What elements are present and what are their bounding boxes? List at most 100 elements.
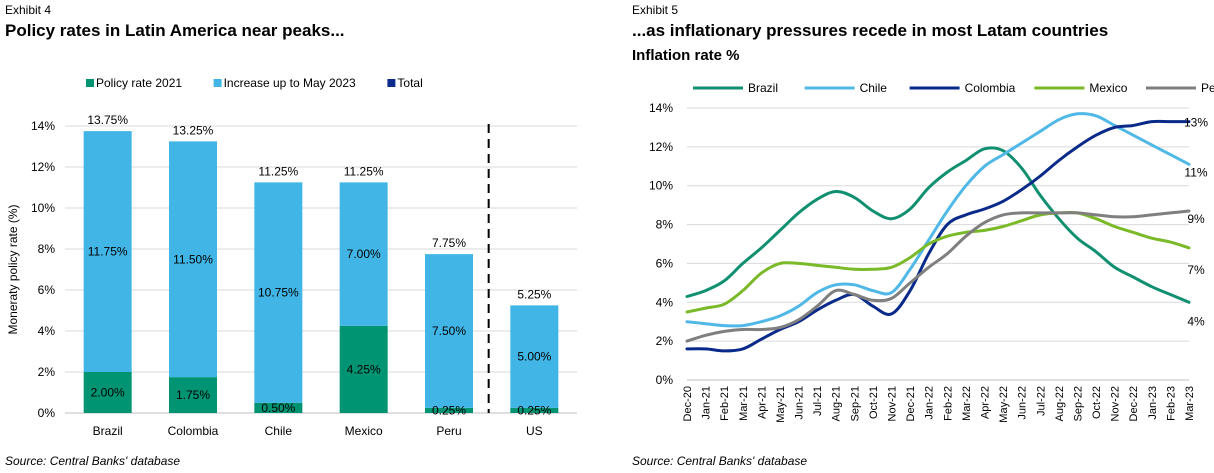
y-tick-label: 4% <box>38 324 56 338</box>
bar-increase-to-may-2023 <box>254 182 303 403</box>
y-tick-label: 12% <box>649 140 673 154</box>
data-label-policy-rate-2021: 0.25% <box>432 403 466 417</box>
x-tick-label: Jul-21 <box>812 386 824 416</box>
bar-policy-rate-2021 <box>510 407 559 413</box>
end-label-brazil: 4% <box>1187 314 1205 328</box>
inflation-line-chart: 0% 2% 4% 6% 8% 10% 12% 14% Dec-20 Jan-21 Feb-21 Mar… <box>649 81 1214 423</box>
y-tick-label: 2% <box>656 334 674 348</box>
bar-policy-rate-2021 <box>83 372 132 413</box>
x-tick-label: Sep-22 <box>1072 386 1084 421</box>
right-source-note: Source: Central Banks' database <box>632 454 808 468</box>
right-chart-title: ...as inflationary pressures recede in m… <box>632 21 1109 40</box>
x-tick-label: Jan-22 <box>924 386 936 420</box>
x-category-label: Peru <box>436 424 461 438</box>
x-tick-label: Jan-23 <box>1147 386 1159 420</box>
legend-swatch <box>86 79 94 87</box>
x-tick-label: Feb-21 <box>719 386 731 421</box>
left-chart-title: Policy rates in Latin America near peaks… <box>5 21 345 40</box>
x-tick-label: Nov-21 <box>887 386 899 421</box>
y-axis-label: Moneraty policy rate (%) <box>6 204 20 334</box>
x-tick-label: Feb-22 <box>942 386 954 421</box>
x-category-label: Mexico <box>345 424 383 438</box>
y-tick-label: 14% <box>31 119 55 133</box>
bar-policy-rate-2021 <box>169 377 217 413</box>
legend-label: Increase up to May 2023 <box>224 76 356 90</box>
series-line-mexico <box>685 210 1191 314</box>
y-tick-label: 12% <box>31 160 55 174</box>
bar-increase-to-may-2023 <box>169 141 217 378</box>
data-label-policy-rate-2021: 2.00% <box>91 386 125 400</box>
y-tick-label: 2% <box>38 365 56 379</box>
y-tick-label: 0% <box>38 406 56 420</box>
x-category-label: Colombia <box>168 424 219 438</box>
data-label-total: 7.75% <box>432 236 466 250</box>
legend-label: Brazil <box>748 81 778 95</box>
end-label-chile: 11% <box>1184 165 1207 179</box>
bar-increase-to-may-2023 <box>425 254 473 408</box>
x-tick-label: Sep-21 <box>849 386 861 421</box>
y-tick-label: 10% <box>31 201 55 215</box>
end-label-mexico: 7% <box>1187 263 1205 277</box>
x-tick-label: Oct-21 <box>868 386 880 419</box>
legend-label: Total <box>397 76 422 90</box>
x-tick-label: Nov-22 <box>1110 386 1122 421</box>
data-label-total: 13.75% <box>87 113 128 127</box>
data-label-total: 11.25% <box>258 164 298 178</box>
y-tick-label: 6% <box>656 256 674 270</box>
x-tick-label: Apr-21 <box>756 386 768 419</box>
data-label-policy-rate-2021: 1.75% <box>176 388 210 402</box>
x-tick-label: Jul-22 <box>1035 386 1047 416</box>
legend-swatch <box>213 79 222 87</box>
bar-increase-to-may-2023 <box>339 182 388 326</box>
data-label-policy-rate-2021: 0.50% <box>261 401 295 415</box>
legend-label: Chile <box>860 81 888 95</box>
y-tick-label: 6% <box>38 283 56 297</box>
data-label-total: 11.25% <box>344 164 384 178</box>
left-source-note: Source: Central Banks' database <box>5 454 181 468</box>
x-tick-label: Dec-22 <box>1128 386 1140 421</box>
x-category-label: Chile <box>265 424 293 438</box>
legend-label: Colombia <box>965 81 1016 95</box>
x-tick-label: Jan-21 <box>701 386 713 420</box>
data-label-increase: 7.00% <box>347 247 381 261</box>
right-exhibit-label: Exhibit 5 <box>632 3 679 17</box>
bar-increase-to-may-2023 <box>510 305 559 408</box>
bar-policy-rate-2021 <box>425 407 473 413</box>
x-tick-label: Jun-21 <box>794 386 806 420</box>
data-label-total: 13.25% <box>173 123 214 137</box>
x-tick-label: Dec-20 <box>682 386 694 421</box>
series-line-peru <box>685 209 1191 343</box>
x-category-label: Brazil <box>93 424 123 438</box>
data-label-increase: 10.75% <box>258 286 299 300</box>
x-tick-label: Aug-22 <box>1054 386 1066 421</box>
y-tick-label: 14% <box>649 101 673 115</box>
legend-label: Policy rate 2021 <box>96 76 182 90</box>
data-label-increase: 5.00% <box>517 350 551 364</box>
end-label-colombia: 13% <box>1184 116 1208 130</box>
bar-policy-rate-2021 <box>254 402 303 413</box>
x-tick-label: Mar-21 <box>738 386 750 421</box>
x-tick-label: May-21 <box>775 386 787 423</box>
data-label-increase: 7.50% <box>432 324 466 338</box>
end-label-peru: 9% <box>1187 212 1205 226</box>
data-label-policy-rate-2021: 4.25% <box>347 362 381 376</box>
legend-label: Peru <box>1201 81 1214 95</box>
x-tick-label: Oct-22 <box>1091 386 1103 419</box>
x-tick-label: Aug-21 <box>831 386 843 421</box>
data-label-increase: 11.50% <box>173 252 213 266</box>
y-tick-label: 10% <box>649 179 673 193</box>
x-tick-label: Jun-22 <box>1017 386 1029 420</box>
y-tick-label: 4% <box>656 295 674 309</box>
legend-swatch <box>387 79 396 87</box>
policy-rate-bar-chart: 0% 2% 4% 6% 8% 10% 12% 14% Moneraty policy rate … <box>6 76 577 438</box>
x-tick-label: Dec-21 <box>905 386 917 421</box>
x-tick-label: Apr-22 <box>979 386 991 419</box>
y-tick-label: 8% <box>656 218 674 232</box>
series-line-chile <box>685 112 1191 328</box>
left-exhibit-label: Exhibit 4 <box>5 3 52 17</box>
bar-policy-rate-2021 <box>339 325 388 413</box>
series-line-colombia <box>685 119 1191 353</box>
x-tick-label: Mar-23 <box>1184 386 1196 421</box>
data-label-increase: 11.75% <box>88 245 128 259</box>
data-label-total: 5.25% <box>517 287 551 301</box>
